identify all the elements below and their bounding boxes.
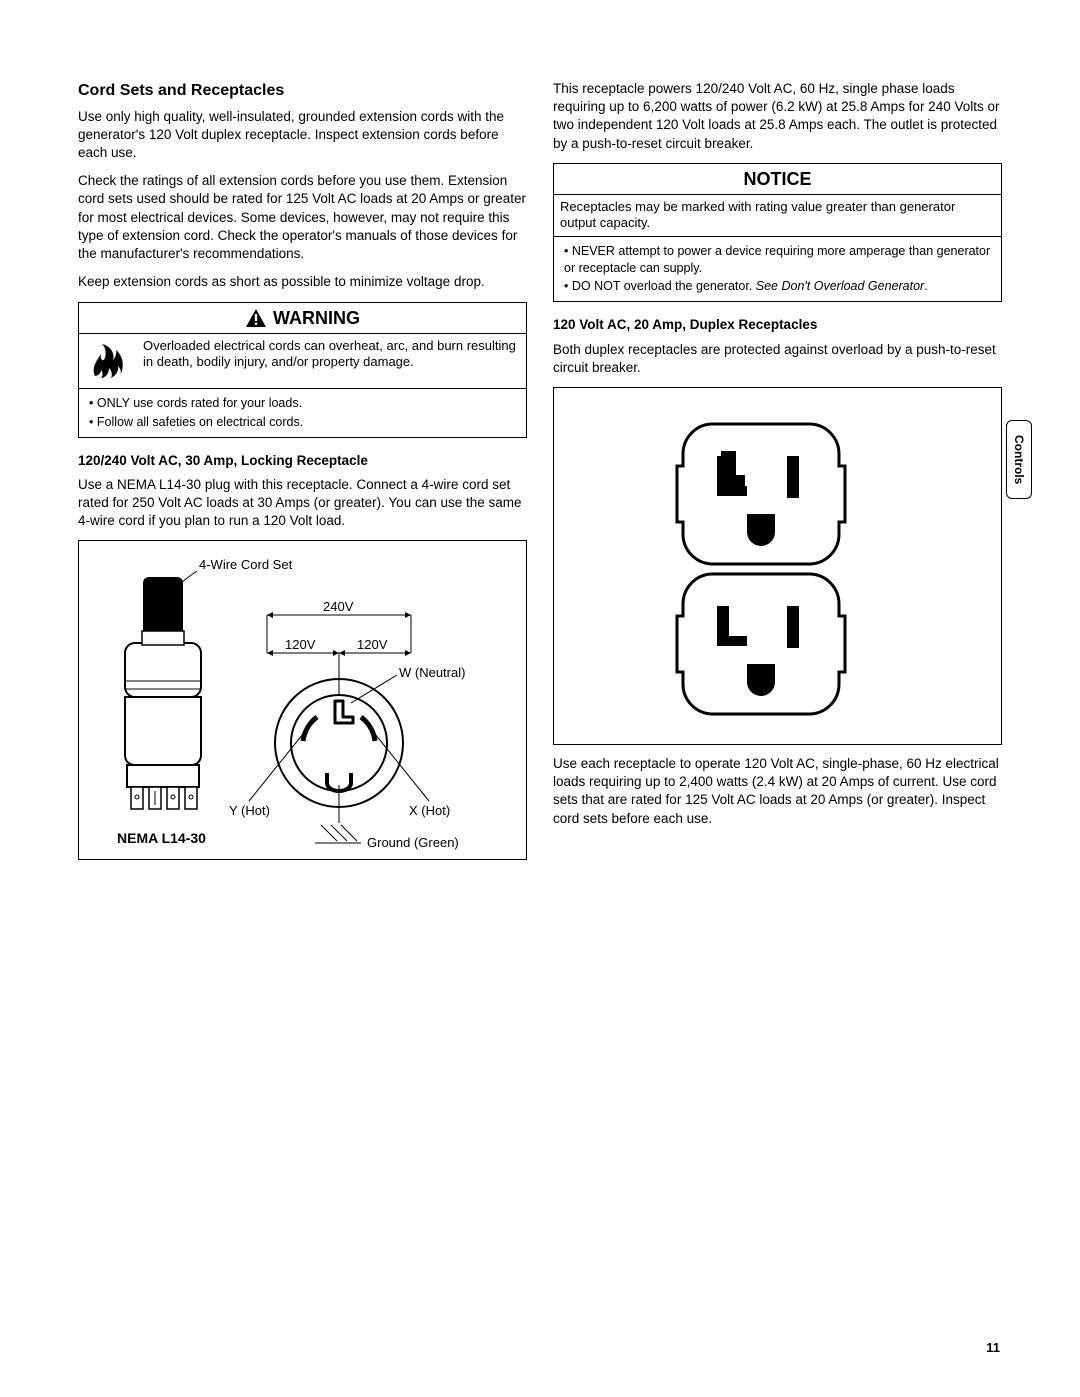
notice-bullet: DO NOT overload the generator. See Don't… <box>564 278 991 295</box>
paragraph: Check the ratings of all extension cords… <box>78 172 527 263</box>
diagram-label-x-hot: X (Hot) <box>409 803 450 818</box>
page-number: 11 <box>986 1339 1000 1357</box>
paragraph: Both duplex receptacles are protected ag… <box>553 341 1002 377</box>
warning-box: WARNING Overloaded electrical cords can … <box>78 302 527 438</box>
diagram-label-120v-a: 120V <box>285 637 316 652</box>
diagram-label-y-hot: Y (Hot) <box>229 803 270 818</box>
paragraph: Use only high quality, well-insulated, g… <box>78 108 527 163</box>
duplex-outlet-svg <box>564 406 959 726</box>
paragraph: Use a NEMA L14-30 plug with this recepta… <box>78 476 527 531</box>
section-tab-controls: Controls <box>1006 420 1032 499</box>
warning-bullet: ONLY use cords rated for your loads. <box>89 395 516 412</box>
diagram-label-nema: NEMA L14-30 <box>117 830 206 846</box>
notice-title: NOTICE <box>554 164 1001 195</box>
notice-text: Receptacles may be marked with rating va… <box>554 195 1001 237</box>
notice-bullet: NEVER attempt to power a device requirin… <box>564 243 991 277</box>
warning-header: WARNING <box>79 303 526 334</box>
diagram-label-240v: 240V <box>323 599 354 614</box>
right-column: This receptacle powers 120/240 Volt AC, … <box>553 80 1002 860</box>
locking-receptacle-diagram: 4-Wire Cord Set <box>78 540 527 860</box>
warning-bullet: Follow all safeties on electrical cords. <box>89 414 516 431</box>
diagram-label-cord: 4-Wire Cord Set <box>199 557 293 572</box>
diagram-label-ground: Ground (Green) <box>367 835 459 850</box>
notice-box: NOTICE Receptacles may be marked with ra… <box>553 163 1002 302</box>
paragraph: This receptacle powers 120/240 Volt AC, … <box>553 80 1002 153</box>
fire-icon <box>87 340 129 382</box>
duplex-receptacle-diagram <box>553 387 1002 745</box>
section-heading: Cord Sets and Receptacles <box>78 80 527 102</box>
left-column: Cord Sets and Receptacles Use only high … <box>78 80 527 860</box>
paragraph: Use each receptacle to operate 120 Volt … <box>553 755 1002 828</box>
paragraph: Keep extension cords as short as possibl… <box>78 273 527 291</box>
nema-plug-diagram: 4-Wire Cord Set <box>89 553 484 853</box>
subheading: 120 Volt AC, 20 Amp, Duplex Receptacles <box>553 316 1002 334</box>
warning-triangle-icon <box>245 308 267 328</box>
diagram-label-w-neutral: W (Neutral) <box>399 665 465 680</box>
warning-text: Overloaded electrical cords can overheat… <box>137 334 526 388</box>
diagram-label-120v-b: 120V <box>357 637 388 652</box>
warning-title: WARNING <box>273 306 360 330</box>
subheading: 120/240 Volt AC, 30 Amp, Locking Recepta… <box>78 452 527 470</box>
